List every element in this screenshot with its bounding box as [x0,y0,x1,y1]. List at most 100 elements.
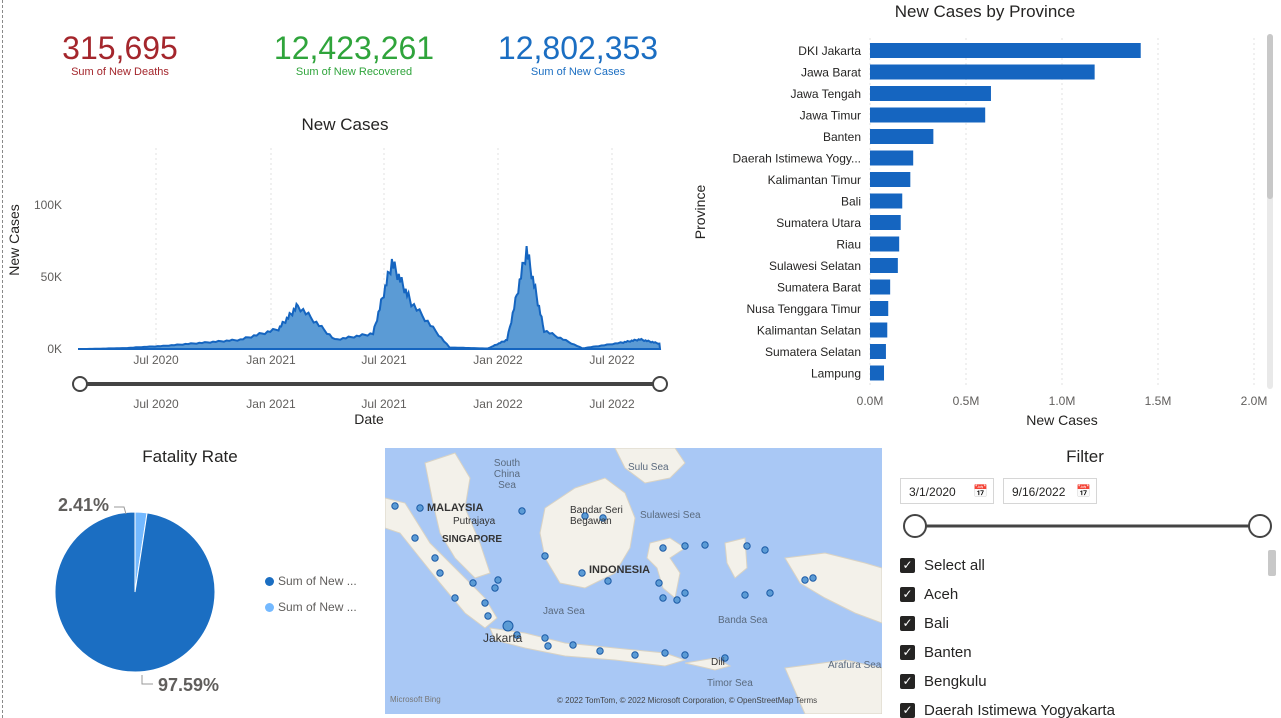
filter-scroll-thumb[interactable] [1268,550,1276,576]
bar-chart-bars[interactable] [870,43,1141,381]
kpi-recovered[interactable]: 12,423,261 Sum of New Recovered [244,30,464,78]
map-point[interactable] [761,546,769,554]
bar-chart-scroll-thumb[interactable] [1267,34,1273,199]
map-data-points[interactable] [391,502,817,662]
checkbox-icon[interactable]: ✓ [900,615,915,631]
map-point[interactable] [491,584,499,592]
bar-dki-jakarta[interactable] [870,43,1141,58]
map-point[interactable] [484,612,492,620]
pie-chart[interactable]: 2.41% 97.59% [0,470,260,710]
kpi-cases[interactable]: 12,802,353 Sum of New Cases [468,30,688,78]
bar-sulawesi-selatan[interactable] [870,258,898,273]
map-point[interactable] [469,579,477,587]
filter-item-bali[interactable]: ✓ Bali [900,611,949,635]
kpi-recovered-label: Sum of New Recovered [295,66,413,78]
checkbox-icon[interactable]: ✓ [900,673,915,689]
date-range-start-handle[interactable] [72,376,88,392]
bar-kalimantan-selatan[interactable] [870,322,888,338]
map-point[interactable] [631,651,639,659]
map-point[interactable] [544,642,552,650]
line-chart[interactable]: New Cases 100K 50K 0K Jul 2020 Jan 2021 … [0,140,680,440]
map-point[interactable] [721,654,729,662]
map-point[interactable] [743,542,751,550]
map-point[interactable] [541,634,549,642]
filter-item-aceh[interactable]: ✓ Aceh [900,582,958,606]
filter-item-banten[interactable]: ✓ Banten [900,640,972,664]
map-point[interactable] [801,576,809,584]
bar-jawa-tengah[interactable] [870,86,991,101]
map-point[interactable] [494,576,502,584]
map-point[interactable] [659,594,667,602]
map-point[interactable] [481,599,489,607]
bar-lampung[interactable] [870,365,885,381]
map-point[interactable] [411,534,419,542]
pie-slice-1[interactable] [54,511,216,673]
map-point[interactable] [518,507,526,515]
bar-sumatera-barat[interactable] [870,279,891,295]
filter-item-bengkulu[interactable]: ✓ Bengkulu [900,669,987,693]
map-point[interactable] [809,574,817,582]
checkbox-icon[interactable]: ✓ [900,586,915,602]
bar-sumatera-selatan[interactable] [870,344,886,359]
map-point[interactable] [436,569,444,577]
bar-x-tick-3: 1.5M [1145,394,1172,408]
bar-jawa-timur[interactable] [870,107,986,123]
map-point[interactable] [451,594,459,602]
bar-chart[interactable]: Province DKI Jakarta Jawa Barat Jawa Tenga… [680,30,1280,435]
map-point[interactable] [578,569,586,577]
map-point[interactable] [655,579,663,587]
map-point[interactable] [701,541,709,549]
calendar-icon[interactable]: 📅 [1076,484,1091,498]
checkbox-icon[interactable]: ✓ [900,644,915,660]
bar-jawa-barat[interactable] [870,64,1095,80]
map-point[interactable] [741,591,749,599]
pie-legend-item-2[interactable]: Sum of New ... [265,600,357,614]
map-point[interactable] [569,641,577,649]
map-point[interactable] [416,504,424,512]
slider-tick-jan2021: Jan 2021 [246,397,296,411]
checkbox-icon[interactable]: ✓ [900,702,915,718]
pie-legend-item-1[interactable]: Sum of New ... [265,574,357,588]
map-point[interactable] [391,502,399,510]
end-date-input[interactable]: 9/16/2022 📅 [1003,478,1097,504]
filter-date-slider[interactable] [900,512,1281,542]
bar-sumatera-utara[interactable] [870,215,901,230]
map-point[interactable] [659,544,667,552]
checkbox-icon[interactable]: ✓ [900,557,915,573]
start-date-input[interactable]: 3/1/2020 📅 [900,478,994,504]
map-canvas[interactable] [385,448,882,714]
kpi-deaths[interactable]: 315,695 Sum of New Deaths [10,30,230,78]
map-point[interactable] [541,552,549,560]
bar-x-tick-4: 2.0M [1241,394,1268,408]
map-label-singapore: SINGAPORE [442,534,503,545]
bar-bali[interactable] [870,193,903,209]
new-cases-area[interactable] [78,246,662,350]
map-point[interactable] [581,512,589,520]
map-point[interactable] [681,651,689,659]
map-point[interactable] [599,514,607,522]
map-point[interactable] [661,649,669,657]
pie-slices[interactable] [54,511,216,673]
filter-slider-end-handle[interactable] [1248,514,1272,538]
filter-item-yogyakarta[interactable]: ✓ Daerah Istimewa Yogyakarta [900,698,1115,718]
date-range-end-handle[interactable] [652,376,668,392]
map-attribution[interactable]: © 2022 TomTom, © 2022 Microsoft Corporat… [557,696,818,705]
map-point[interactable] [766,589,774,597]
bar-nusa-tenggara-timur[interactable] [870,301,889,316]
map-point[interactable] [502,620,514,632]
map-point[interactable] [431,554,439,562]
filter-item-select-all[interactable]: ✓ Select all [900,553,985,577]
map-point[interactable] [681,589,689,597]
map-point[interactable] [681,542,689,550]
map-visual[interactable]: South China Sea MALAYSIA Putrajaya SINGA… [385,448,882,714]
bar-kalimantan-timur[interactable] [870,172,911,187]
bar-banten[interactable] [870,129,934,144]
map-point[interactable] [673,596,681,604]
map-point[interactable] [604,577,612,585]
calendar-icon[interactable]: 📅 [973,484,988,498]
map-point[interactable] [596,647,604,655]
filter-slider-start-handle[interactable] [903,514,927,538]
bar-riau[interactable] [870,236,900,252]
bar-daerah-istimewa-yogy-[interactable] [870,150,914,166]
map-point[interactable] [513,631,521,639]
